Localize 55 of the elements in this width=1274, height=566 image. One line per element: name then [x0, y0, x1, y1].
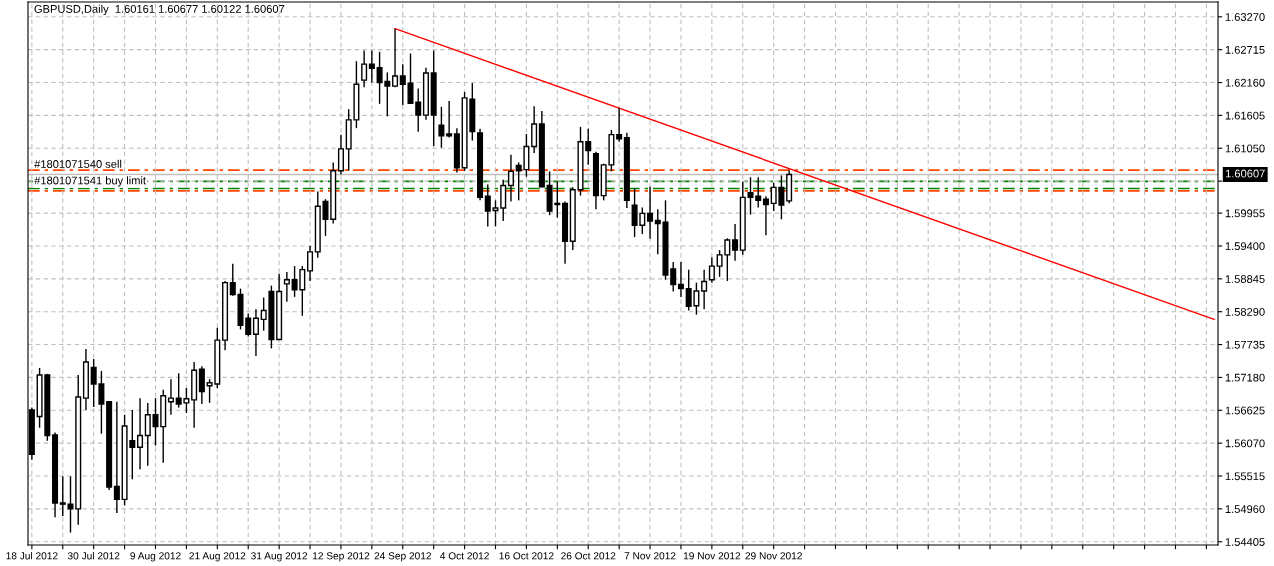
candlestick: [732, 223, 739, 262]
candlestick: [647, 186, 654, 240]
candlestick: [198, 365, 205, 405]
y-tick-label: 1.59955: [1225, 209, 1265, 218]
y-tick-label: 1.59400: [1225, 242, 1265, 251]
candlestick: [368, 49, 375, 84]
candlestick: [283, 271, 290, 303]
y-tick-label: 1.62160: [1225, 78, 1265, 87]
candlestick: [677, 261, 684, 298]
candlestick: [708, 256, 715, 284]
candlestick: [337, 133, 344, 176]
y-tick-label: 1.61050: [1225, 144, 1265, 153]
candlestick: [531, 105, 538, 154]
candlestick: [392, 27, 399, 88]
candlestick: [762, 195, 769, 237]
y-tick-label: 1.61605: [1225, 111, 1265, 120]
y-tick-label: 1.62715: [1225, 45, 1265, 54]
y-tick-label: 1.57180: [1225, 373, 1265, 382]
candlestick: [307, 245, 314, 282]
x-tick-label: 19 Nov 2012: [683, 552, 741, 560]
x-tick-label: 31 Aug 2012: [251, 552, 308, 562]
chart-title: GBPUSD,Daily 1.60161 1.60677 1.60122 1.60607: [34, 4, 285, 16]
candlestick: [507, 154, 514, 203]
x-tick-label: 12 Sep 2012: [312, 552, 370, 562]
ref-line-label: #1801071540 sell: [34, 159, 122, 168]
candlestick: [137, 397, 144, 470]
y-tick-label: 1.56070: [1225, 439, 1265, 448]
x-tick-label: 24 Sep 2012: [374, 552, 432, 562]
x-tick-label: 7 Nov 2012: [624, 552, 676, 560]
candlestick: [438, 106, 445, 149]
y-tick-label: 1.54960: [1225, 505, 1265, 514]
candlestick: [616, 107, 623, 143]
candlestick: [167, 378, 174, 416]
candlestick: [361, 49, 368, 88]
x-tick-label: 21 Aug 2012: [189, 552, 246, 562]
candlestick: [113, 401, 120, 514]
candlestick: [252, 308, 259, 357]
x-tick-label: 26 Oct 2012: [561, 552, 616, 560]
y-tick-label: 1.63270: [1225, 13, 1265, 21]
candlestick: [701, 268, 708, 311]
candlestick: [446, 100, 453, 139]
y-tick-label: 1.56625: [1225, 406, 1265, 415]
x-tick-label: 16 Oct 2012: [499, 552, 554, 560]
ref-line-label: 1.60607: [1225, 169, 1265, 178]
y-tick-label: 1.58290: [1225, 307, 1265, 316]
x-tick-label: 18 Jul 2012: [6, 551, 58, 560]
x-tick-label: 30 Jul 2012: [67, 551, 120, 560]
x-tick-label: 29 Nov 2012: [745, 552, 802, 560]
x-tick-label: 9 Aug 2012: [130, 552, 181, 562]
y-tick-label: 1.54405: [1225, 538, 1265, 546]
x-tick-label: 4 Oct 2012: [440, 552, 489, 560]
y-tick-label: 1.58845: [1225, 275, 1265, 283]
y-tick-label: 1.57735: [1225, 340, 1265, 349]
y-tick-label: 1.55515: [1225, 472, 1265, 481]
ref-line-label: #1801071541 buy limit: [34, 176, 146, 187]
